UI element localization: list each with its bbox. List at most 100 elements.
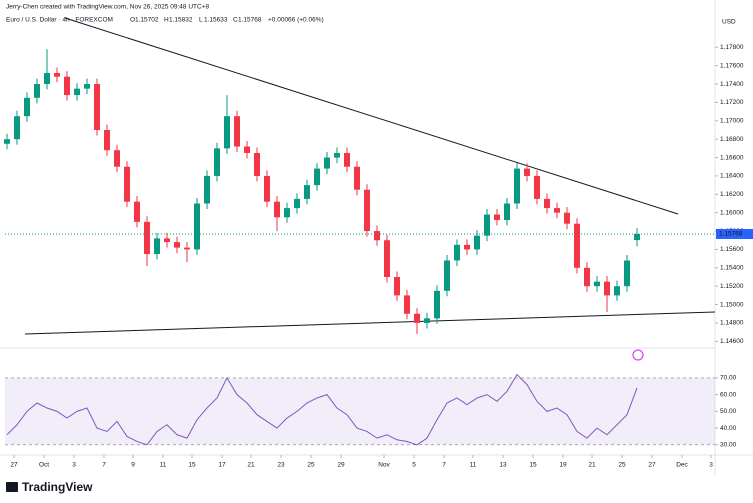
candle-body — [164, 238, 170, 243]
y-tick-label: 1.15000 — [720, 301, 744, 308]
candle-body — [534, 175, 540, 199]
candle-body — [504, 203, 510, 221]
candle-body — [464, 244, 470, 250]
candle-body — [414, 313, 420, 323]
candle-body — [14, 116, 20, 140]
candle-body — [374, 231, 380, 241]
y-tick-label: 1.15400 — [720, 265, 744, 272]
candle-body — [454, 244, 460, 261]
candle-body — [524, 168, 530, 176]
y-tick-label: 1.14600 — [720, 338, 744, 345]
trendline — [24, 311, 716, 335]
y-tick-label: 1.16200 — [720, 191, 744, 198]
ohlc-value: 1.15633 — [204, 17, 228, 24]
y-tick-label: 1.16600 — [720, 154, 744, 161]
candle-body — [94, 84, 100, 130]
y-tick-label: 30.00 — [720, 442, 737, 449]
last-price-tag — [716, 229, 753, 240]
candle-body — [154, 238, 160, 255]
y-tick-label: 1.17000 — [720, 118, 744, 125]
candle-body — [54, 73, 60, 77]
candle-body — [214, 148, 220, 176]
candle-body — [254, 152, 260, 176]
candle-body — [224, 116, 230, 149]
x-tick-label: Dec — [676, 462, 688, 469]
candle-body — [124, 166, 130, 202]
x-tick-label: 13 — [499, 462, 507, 469]
candle-body — [184, 247, 190, 250]
y-tick-label: 50.00 — [720, 408, 737, 415]
x-tick-label: 7 — [442, 462, 446, 469]
logo — [6, 482, 18, 492]
x-tick-label: 21 — [588, 462, 596, 469]
y-tick-label: 70.00 — [720, 375, 737, 382]
candle-body — [114, 150, 120, 167]
candle-body — [544, 198, 550, 209]
candle-body — [384, 240, 390, 278]
x-tick-label: 11 — [470, 462, 477, 469]
x-tick-label: 29 — [337, 462, 345, 469]
ohlc-value: 1.15702 — [135, 17, 159, 24]
candle-body — [314, 168, 320, 186]
candle-body — [104, 129, 110, 151]
candle-body — [84, 84, 90, 89]
x-tick-label: 9 — [131, 462, 135, 469]
ohlc-value: 1.15768 — [238, 17, 262, 24]
symbol: Euro / U.S. Dollar · 4h · FOREXCOM — [6, 17, 113, 24]
ohlc-value: 1.15832 — [169, 17, 193, 24]
x-tick-label: 3 — [72, 462, 76, 469]
candle-body — [594, 281, 600, 287]
y-tick-label: 1.17200 — [720, 99, 744, 106]
y-tick-label: 40.00 — [720, 425, 737, 432]
candle-body — [444, 260, 450, 291]
ohlc-label: O — [130, 17, 135, 24]
x-tick-label: 25 — [618, 462, 626, 469]
candle-body — [404, 295, 410, 314]
rsi-line — [6, 373, 638, 446]
candle-body — [334, 152, 340, 158]
candle-body — [284, 208, 290, 218]
x-tick-label: 27 — [648, 462, 656, 469]
candle-body — [484, 214, 490, 236]
candle-body — [614, 286, 620, 296]
x-tick-label: 7 — [102, 462, 106, 469]
alert-icon[interactable] — [632, 349, 644, 361]
x-tick-label: Oct — [39, 462, 49, 469]
candle-body — [474, 235, 480, 250]
y-tick-label: 1.17800 — [720, 44, 744, 51]
candle-body — [354, 166, 360, 190]
y-tick-label: 1.16800 — [720, 136, 744, 143]
currency: USD — [722, 19, 736, 26]
brand: TradingView — [22, 480, 93, 494]
candle-body — [294, 198, 300, 209]
x-tick-label: 23 — [277, 462, 285, 469]
candle-body — [204, 175, 210, 204]
candle-body — [244, 146, 250, 153]
candle-body — [174, 242, 180, 248]
author-line: Jerry-Chen created with TradingView.com,… — [6, 4, 209, 11]
candle-body — [34, 84, 40, 98]
candle-body — [74, 88, 80, 96]
candle-body — [344, 152, 350, 167]
candle-body — [364, 189, 370, 232]
candle-body — [144, 221, 150, 255]
x-tick-label: 27 — [10, 462, 18, 469]
candle-body — [194, 203, 200, 250]
change: +0.00066 (+0.06%) — [268, 17, 324, 24]
candle-body — [434, 290, 440, 319]
x-tick-label: 5 — [412, 462, 416, 469]
candle-body — [564, 212, 570, 224]
x-tick-label: 11 — [160, 462, 167, 469]
last-price-label: 1.15768 — [719, 231, 743, 238]
candle-body — [234, 116, 240, 147]
candle-body — [514, 168, 520, 204]
candle-body — [264, 175, 270, 202]
y-tick-label: 1.17600 — [720, 62, 744, 69]
y-tick-label: 1.14800 — [720, 320, 744, 327]
ohlc-label: C — [233, 17, 238, 24]
candle-body — [424, 318, 430, 323]
candle-body — [134, 201, 140, 222]
x-tick-label: 15 — [188, 462, 196, 469]
